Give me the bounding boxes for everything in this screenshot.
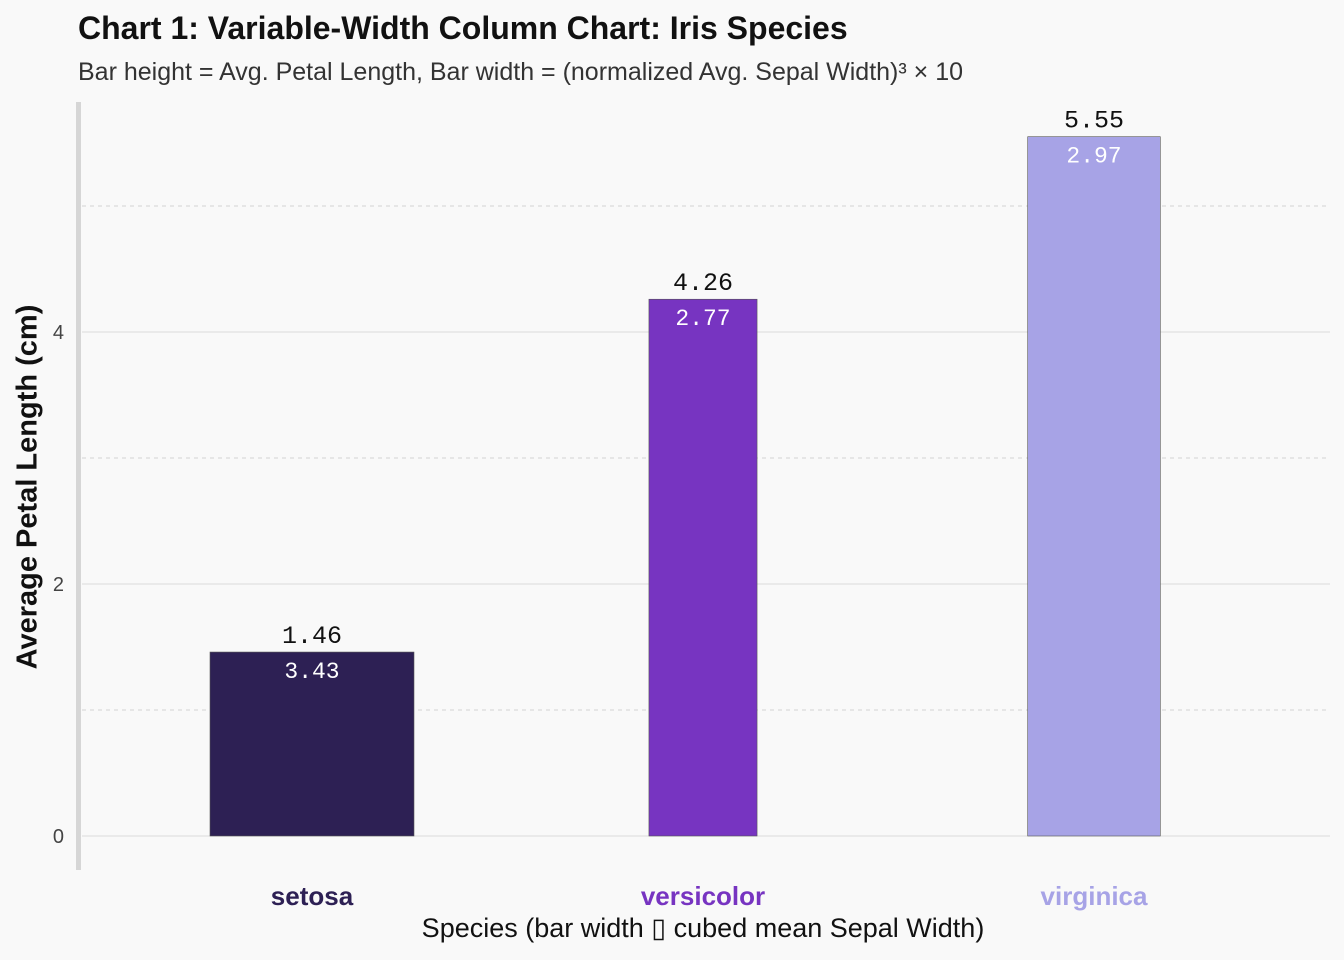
category-label-versicolor: versicolor bbox=[641, 881, 765, 911]
y-axis-label: Average Petal Length (cm) bbox=[11, 304, 44, 670]
y-tick-label-0: 0 bbox=[53, 826, 64, 848]
bar-virginica bbox=[1027, 136, 1161, 837]
sepal-width-label-versicolor: 2.77 bbox=[675, 306, 730, 332]
chart-subtitle: Bar height = Avg. Petal Length, Bar widt… bbox=[78, 58, 964, 86]
value-label-virginica: 5.55 bbox=[1064, 107, 1124, 136]
data-labels: 1.46 3.43 4.26 2.77 5.55 2.97 bbox=[282, 107, 1124, 685]
bar-setosa bbox=[209, 651, 415, 837]
bars bbox=[209, 136, 1161, 837]
x-axis-label: Species (bar width ▯ cubed mean Sepal Wi… bbox=[421, 913, 985, 943]
bar-versicolor bbox=[648, 298, 758, 837]
sepal-width-label-setosa: 3.43 bbox=[284, 659, 339, 685]
category-label-setosa: setosa bbox=[271, 881, 354, 911]
chart-title: Chart 1: Variable-Width Column Chart: Ir… bbox=[78, 10, 848, 46]
category-label-virginica: virginica bbox=[1041, 881, 1148, 911]
value-label-setosa: 1.46 bbox=[282, 622, 342, 651]
category-labels: setosa versicolor virginica bbox=[271, 881, 1148, 911]
y-tick-labels: 0 2 4 bbox=[53, 322, 64, 848]
y-tick-label-2: 4 bbox=[53, 322, 64, 344]
y-tick-label-1: 2 bbox=[53, 574, 64, 596]
y-axis-line bbox=[76, 102, 81, 870]
value-label-versicolor: 4.26 bbox=[673, 269, 733, 298]
sepal-width-label-virginica: 2.97 bbox=[1066, 144, 1121, 170]
